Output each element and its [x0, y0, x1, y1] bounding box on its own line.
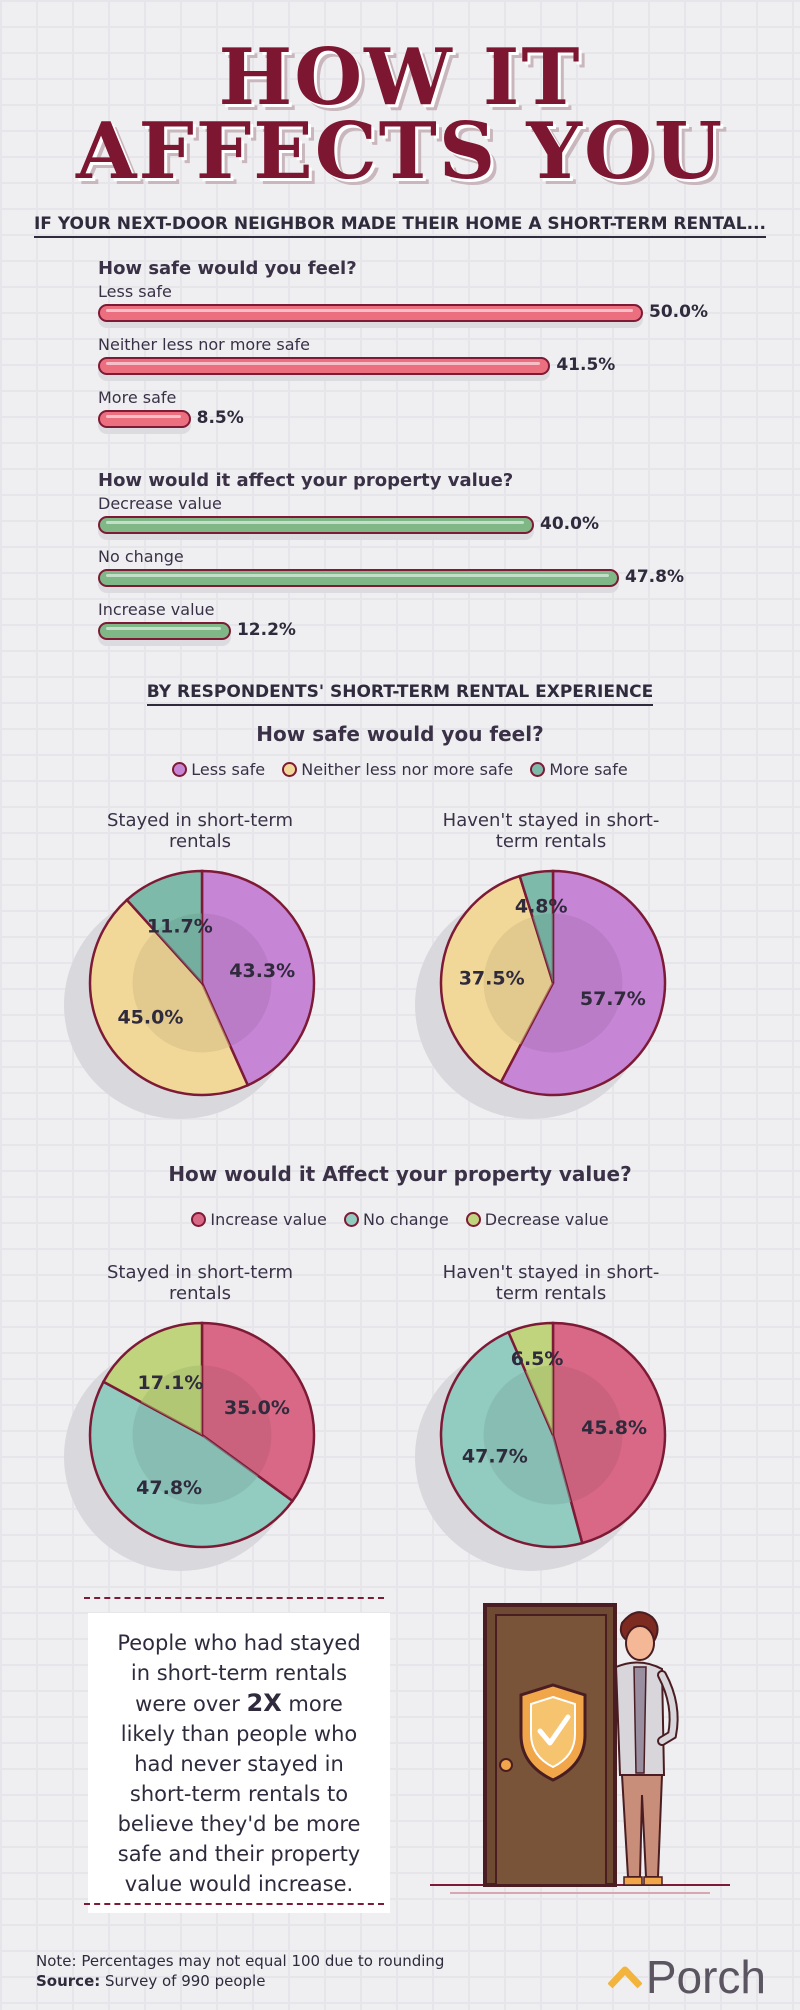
- door-knob: [499, 1758, 513, 1772]
- pie-slice-shade: [140, 1365, 202, 1435]
- door-illustration: [430, 1603, 730, 1894]
- pie-value-label: 11.7%: [147, 916, 213, 938]
- pie-slice-shade: [132, 1401, 259, 1505]
- bar-label: No change: [98, 547, 184, 566]
- person-head: [625, 1625, 655, 1661]
- pie-value-label: 43.3%: [229, 960, 295, 982]
- bar-value-label: 40.0%: [540, 514, 599, 534]
- pie-slice-shade: [532, 913, 553, 983]
- bar-label: Less safe: [98, 282, 172, 301]
- legend-property: Increase value No change Decrease value: [0, 1210, 800, 1231]
- bar: [98, 357, 551, 375]
- bar: [98, 410, 191, 428]
- legend-item: Decrease value: [465, 1210, 609, 1229]
- pie-value-label: 45.8%: [581, 1417, 647, 1439]
- legend-label: Increase value: [210, 1210, 327, 1229]
- pie-value-label: 4.8%: [515, 895, 568, 917]
- pie-value-label: 17.1%: [137, 1372, 203, 1394]
- bar-label: Decrease value: [98, 494, 222, 513]
- person-shoe-left: [623, 1876, 643, 1886]
- person-vest: [633, 1666, 647, 1774]
- pie-slice-shade: [483, 916, 553, 1045]
- pie-slice-shade: [132, 931, 231, 1053]
- pie-title-stayed-safety: Stayed in short-term rentals: [106, 810, 294, 852]
- pie-slice-shade: [553, 1365, 623, 1503]
- legend-dot: [465, 1212, 481, 1227]
- pie-slice-shade: [202, 913, 272, 1047]
- divider-bottom: [84, 1903, 384, 1905]
- pie-slice-shade: [483, 1371, 572, 1505]
- porch-roof-icon: [607, 1966, 642, 1989]
- legend-label: Decrease value: [484, 1210, 609, 1229]
- bar-value-label: 8.5%: [196, 408, 244, 428]
- pie-value-label: 45.0%: [117, 1007, 183, 1029]
- legend-dot: [530, 762, 546, 777]
- bar: [98, 304, 643, 322]
- pie-value-label: 57.7%: [580, 988, 646, 1010]
- legend-dot: [191, 1212, 207, 1227]
- pie-value-label: 35.0%: [224, 1397, 290, 1419]
- pie-value-label: 37.5%: [459, 967, 525, 989]
- pie-value-label: 47.8%: [136, 1477, 202, 1499]
- bar-label: Increase value: [98, 600, 215, 619]
- bar: [98, 622, 231, 640]
- person-arm-fill: [659, 1672, 677, 1744]
- pie-title-stayed-property: Stayed in short-term rentals: [106, 1262, 294, 1304]
- pie-group-title-safety: How safe would you feel?: [256, 722, 544, 746]
- section-heading-experience: BY RESPONDENTS' SHORT-TERM RENTAL EXPERI…: [0, 682, 800, 706]
- legend-label: Neither less nor more safe: [301, 760, 514, 779]
- source-line: Source: Survey of 990 people: [36, 1972, 266, 1990]
- legend-dot: [343, 1212, 359, 1227]
- bar-value-label: 47.8%: [625, 567, 684, 587]
- bar-chart-title: How safe would you feel?: [98, 258, 357, 279]
- pie-slice-shade: [520, 913, 623, 1053]
- legend-item: Neither less nor more safe: [282, 760, 513, 779]
- pie-slice-shade: [155, 913, 202, 983]
- bar: [98, 516, 534, 534]
- porch-wordmark: Porch: [645, 1951, 766, 2003]
- legend-label: Less safe: [191, 760, 266, 779]
- legend-dot: [282, 762, 298, 777]
- bar-value-label: 41.5%: [556, 355, 616, 375]
- checkmark-icon: [537, 1714, 571, 1746]
- pie-value-label: 47.7%: [462, 1445, 528, 1467]
- pie-title-not-stayed-property: Haven't stayed in short-term rentals: [442, 1262, 660, 1304]
- pie-slice-shade: [202, 1365, 272, 1476]
- legend-item: More safe: [530, 760, 628, 779]
- divider-top: [84, 1597, 384, 1599]
- person-trousers: [620, 1774, 664, 1878]
- legend-label: No change: [362, 1210, 449, 1229]
- legend-label: More safe: [549, 760, 628, 779]
- pie-title-not-stayed-safety: Haven't stayed in short-term rentals: [442, 810, 660, 852]
- pie-value-label: 6.5%: [511, 1348, 564, 1370]
- legend-dot: [172, 762, 188, 777]
- bar-label: Neither less nor more safe: [98, 335, 310, 354]
- legend-safety: Less safe Neither less nor more safe Mor…: [0, 760, 800, 781]
- bar-chart-title: How would it affect your property value?: [98, 470, 514, 491]
- shield-inner: [530, 1695, 576, 1769]
- section-heading-neighbor: IF YOUR NEXT-DOOR NEIGHBOR MADE THEIR HO…: [0, 214, 800, 238]
- bar: [98, 569, 620, 587]
- callout-box: People who had stayed in short-term rent…: [88, 1613, 390, 1913]
- pie-slice-shade: [525, 1365, 553, 1435]
- pie-group-title-property: How would it Affect your property value?: [168, 1162, 632, 1186]
- person-shoe-right: [643, 1876, 663, 1886]
- legend-item: Less safe: [172, 760, 265, 779]
- legend-item: No change: [343, 1210, 449, 1229]
- bar-value-label: 50.0%: [649, 302, 708, 322]
- callout-text: People who had stayed in short-term rent…: [117, 1630, 361, 1896]
- porch-logo: Porch: [607, 1950, 766, 2004]
- bar-label: More safe: [98, 388, 177, 407]
- bar-value-label: 12.2%: [236, 620, 296, 640]
- footnote: Note: Percentages may not equal 100 due …: [36, 1952, 445, 1970]
- legend-item: Increase value: [191, 1210, 327, 1229]
- title-line-1: HOW IT: [218, 32, 582, 123]
- title-line-2: AFFECTS YOU: [76, 106, 724, 197]
- pie-charts: 43.3% 45.0% 11.7% 57.7% 37.5% 4.8% 35.0% 47.8% 1…: [64, 869, 667, 1571]
